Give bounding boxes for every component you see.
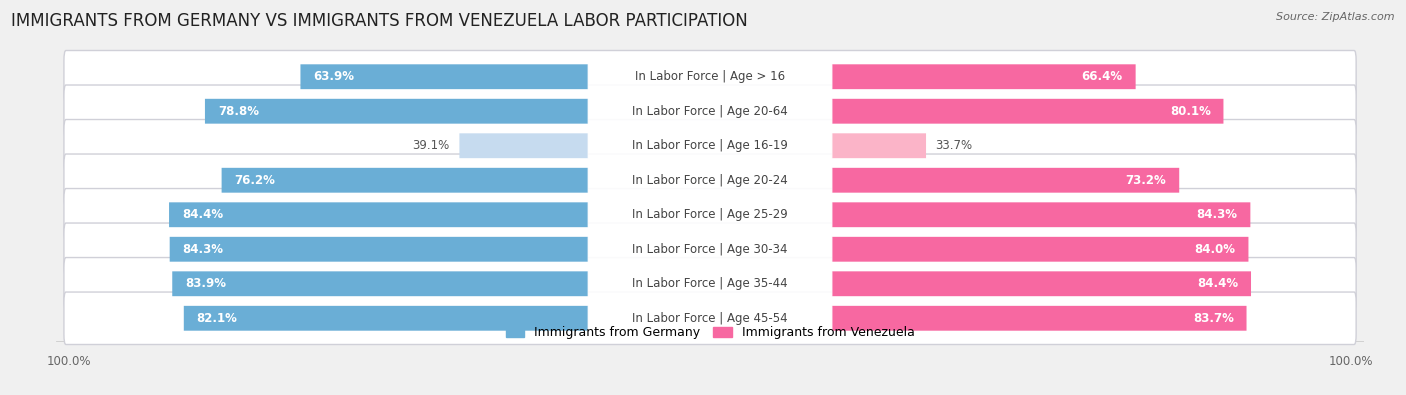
Text: In Labor Force | Age 25-29: In Labor Force | Age 25-29 [633, 208, 787, 221]
Text: 82.1%: 82.1% [197, 312, 238, 325]
Text: 33.7%: 33.7% [935, 139, 973, 152]
FancyBboxPatch shape [832, 306, 1247, 331]
FancyBboxPatch shape [460, 134, 588, 158]
FancyBboxPatch shape [63, 292, 1357, 344]
FancyBboxPatch shape [63, 120, 1357, 172]
FancyBboxPatch shape [832, 99, 1223, 124]
FancyBboxPatch shape [173, 271, 588, 296]
Text: 83.9%: 83.9% [186, 277, 226, 290]
FancyBboxPatch shape [588, 131, 832, 160]
Text: In Labor Force | Age 16-19: In Labor Force | Age 16-19 [633, 139, 787, 152]
Text: 84.4%: 84.4% [181, 208, 224, 221]
Text: 73.2%: 73.2% [1126, 174, 1167, 187]
FancyBboxPatch shape [588, 200, 832, 229]
Text: 83.7%: 83.7% [1192, 312, 1233, 325]
Text: 84.3%: 84.3% [183, 243, 224, 256]
FancyBboxPatch shape [832, 202, 1250, 227]
Text: In Labor Force | Age 35-44: In Labor Force | Age 35-44 [633, 277, 787, 290]
FancyBboxPatch shape [832, 134, 927, 158]
Text: In Labor Force | Age > 16: In Labor Force | Age > 16 [636, 70, 785, 83]
FancyBboxPatch shape [301, 64, 588, 89]
FancyBboxPatch shape [63, 51, 1357, 103]
FancyBboxPatch shape [63, 223, 1357, 275]
Text: 84.3%: 84.3% [1197, 208, 1237, 221]
Text: 63.9%: 63.9% [314, 70, 354, 83]
Text: 84.4%: 84.4% [1197, 277, 1239, 290]
FancyBboxPatch shape [222, 168, 588, 193]
Text: 84.0%: 84.0% [1195, 243, 1236, 256]
Text: In Labor Force | Age 20-64: In Labor Force | Age 20-64 [633, 105, 787, 118]
FancyBboxPatch shape [170, 237, 588, 261]
FancyBboxPatch shape [588, 269, 832, 298]
Text: In Labor Force | Age 30-34: In Labor Force | Age 30-34 [633, 243, 787, 256]
FancyBboxPatch shape [205, 99, 588, 124]
Text: 80.1%: 80.1% [1170, 105, 1211, 118]
FancyBboxPatch shape [63, 258, 1357, 310]
FancyBboxPatch shape [588, 166, 832, 195]
FancyBboxPatch shape [588, 97, 832, 126]
Text: 78.8%: 78.8% [218, 105, 259, 118]
FancyBboxPatch shape [184, 306, 588, 331]
FancyBboxPatch shape [832, 64, 1136, 89]
Legend: Immigrants from Germany, Immigrants from Venezuela: Immigrants from Germany, Immigrants from… [501, 322, 920, 344]
Text: In Labor Force | Age 20-24: In Labor Force | Age 20-24 [633, 174, 787, 187]
FancyBboxPatch shape [832, 237, 1249, 261]
FancyBboxPatch shape [63, 154, 1357, 207]
Text: 39.1%: 39.1% [412, 139, 450, 152]
Text: 66.4%: 66.4% [1081, 70, 1123, 83]
FancyBboxPatch shape [588, 62, 832, 91]
FancyBboxPatch shape [63, 188, 1357, 241]
FancyBboxPatch shape [588, 235, 832, 264]
FancyBboxPatch shape [169, 202, 588, 227]
Text: IMMIGRANTS FROM GERMANY VS IMMIGRANTS FROM VENEZUELA LABOR PARTICIPATION: IMMIGRANTS FROM GERMANY VS IMMIGRANTS FR… [11, 12, 748, 30]
Text: 76.2%: 76.2% [235, 174, 276, 187]
FancyBboxPatch shape [63, 85, 1357, 137]
Text: Source: ZipAtlas.com: Source: ZipAtlas.com [1277, 12, 1395, 22]
FancyBboxPatch shape [588, 304, 832, 333]
Text: In Labor Force | Age 45-54: In Labor Force | Age 45-54 [633, 312, 787, 325]
FancyBboxPatch shape [832, 271, 1251, 296]
FancyBboxPatch shape [832, 168, 1180, 193]
